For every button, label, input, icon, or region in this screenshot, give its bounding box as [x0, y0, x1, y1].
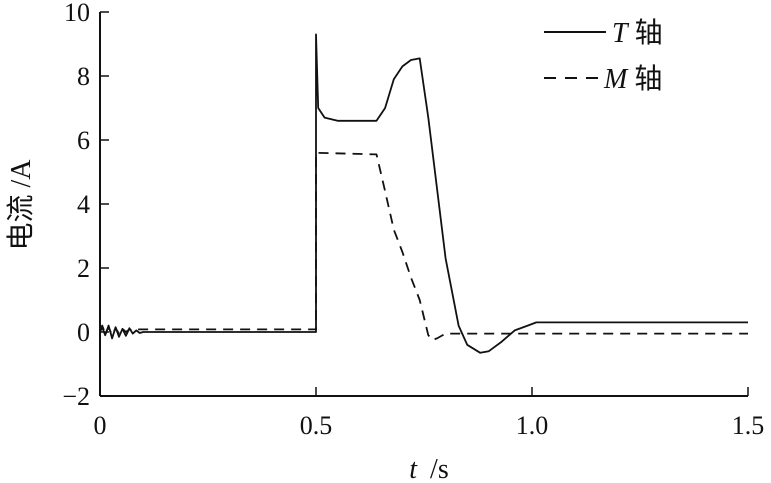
legend: T 轴 M 轴	[544, 17, 663, 95]
y-tick-label: 4	[77, 190, 90, 219]
legend-label-t-axis: T 轴	[612, 17, 663, 49]
x-axis-label: t /s	[409, 454, 448, 483]
x-tick-label: 0	[94, 411, 107, 440]
legend-label-t-axis-suffix: 轴	[635, 17, 663, 49]
y-tick-label: 0	[77, 318, 90, 347]
x-axis-label-unit: /s	[430, 454, 449, 483]
y-tick-label: −2	[62, 382, 90, 411]
y-tick-label: 2	[77, 254, 90, 283]
series-line-m-axis	[99, 151, 748, 341]
x-axis-label-variable: t	[409, 454, 418, 483]
y-tick-label: 8	[77, 62, 90, 91]
y-tick-label: 10	[64, 0, 90, 27]
series-line-t-axis	[99, 33, 748, 354]
legend-label-m-axis-variable: M	[603, 64, 629, 95]
legend-label-m-axis: M 轴	[603, 63, 662, 95]
x-tick-label: 1.5	[732, 411, 765, 440]
legend-label-t-axis-variable: T	[612, 18, 630, 49]
x-tick-label: 1.0	[516, 411, 549, 440]
y-axis-label: 电流 /A	[5, 159, 37, 251]
x-tick-label: 0.5	[300, 411, 333, 440]
plot-area	[99, 33, 748, 354]
y-tick-label: 6	[77, 126, 90, 155]
legend-label-m-axis-suffix: 轴	[634, 63, 662, 95]
